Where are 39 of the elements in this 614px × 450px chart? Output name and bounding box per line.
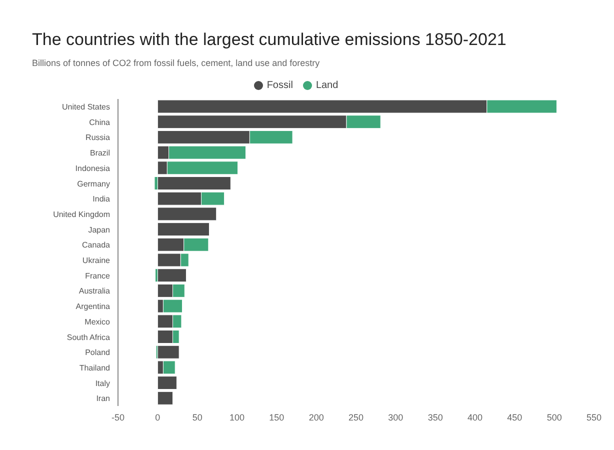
y-tick-label: France bbox=[85, 271, 111, 280]
bar bbox=[157, 176, 231, 190]
x-tick-label: 50 bbox=[192, 412, 202, 422]
y-tick-label: Japan bbox=[88, 225, 110, 234]
y-tick-label: India bbox=[92, 194, 111, 204]
x-tick-label: 450 bbox=[507, 412, 522, 422]
x-tick-label: 200 bbox=[308, 412, 324, 422]
x-tick-label: 250 bbox=[348, 412, 364, 422]
x-tick-label: -50 bbox=[111, 412, 125, 422]
y-tick-label: Argentina bbox=[76, 302, 111, 312]
x-tick-label: 550 bbox=[586, 412, 602, 422]
bar bbox=[157, 391, 173, 405]
y-tick-label: Russia bbox=[86, 133, 111, 142]
y-tick-label: Mexico bbox=[84, 317, 111, 326]
y-tick-label: Iran bbox=[96, 394, 110, 404]
y-tick-label: South Africa bbox=[66, 332, 111, 342]
y-tick-label: United Kingdom bbox=[53, 210, 110, 219]
chart-subtitle: Billions of tonnes of CO2 from fossil fuels, cement, land use and forestry bbox=[32, 58, 320, 68]
y-tick-label: Indonesia bbox=[75, 164, 111, 173]
y-tick-label: Brazil bbox=[90, 148, 110, 158]
y-tick-label: United States bbox=[62, 102, 110, 112]
x-tick-label: 400 bbox=[467, 412, 483, 422]
chart-title: The countries with the largest cumulative emissions 1850-2021 bbox=[32, 30, 506, 50]
x-tick-label: 0 bbox=[155, 412, 160, 422]
y-tick-label: Germany bbox=[77, 179, 110, 188]
y-tick-label: China bbox=[89, 118, 111, 127]
y-tick-label: Thailand bbox=[79, 363, 110, 372]
x-tick-label: 300 bbox=[388, 412, 404, 422]
y-tick-label: Australia bbox=[78, 286, 111, 296]
x-tick-label: 150 bbox=[269, 412, 284, 422]
y-tick-label: Canada bbox=[82, 240, 111, 250]
x-tick-label: 100 bbox=[229, 412, 245, 422]
legend-label: Land bbox=[316, 80, 338, 91]
y-tick-label: Italy bbox=[95, 378, 110, 388]
y-tick-label: Poland bbox=[85, 348, 110, 358]
y-tick-label: Ukraine bbox=[82, 256, 111, 266]
x-tick-label: 500 bbox=[546, 412, 562, 422]
legend-label: Fossil bbox=[266, 80, 293, 91]
x-tick-label: 350 bbox=[428, 412, 443, 422]
